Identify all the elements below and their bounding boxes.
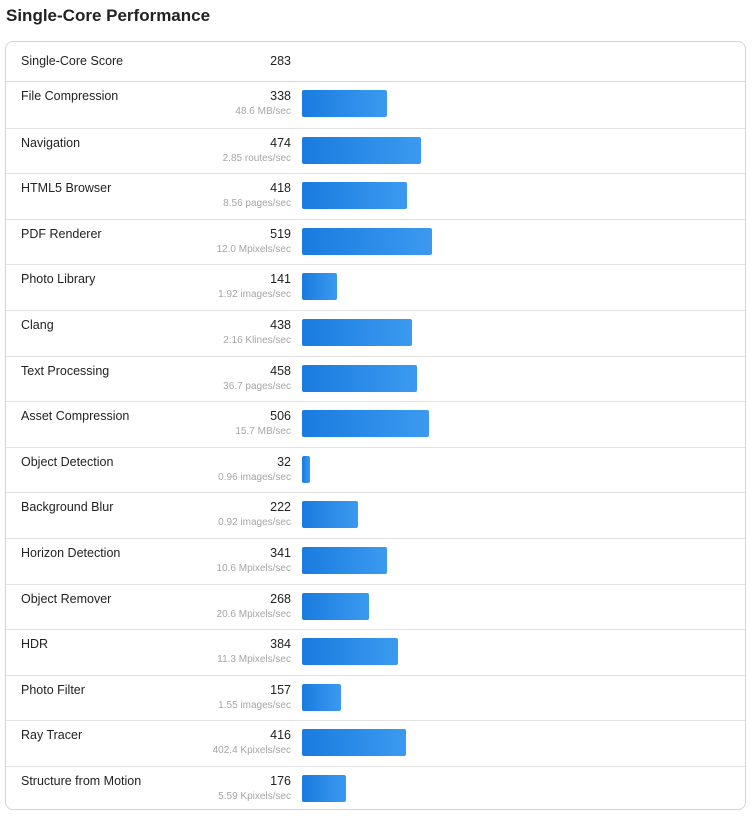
benchmark-score: 416: [270, 728, 291, 743]
benchmark-name: Object Detection: [21, 454, 114, 469]
benchmark-score: 222: [270, 500, 291, 515]
benchmark-name: File Compression: [21, 89, 119, 103]
benchmark-row: Asset Compression 506 15.7 MB/sec: [6, 401, 745, 447]
benchmark-score: 268: [270, 591, 291, 606]
score-bar: [302, 774, 346, 802]
benchmark-rate: 1.55 images/sec: [218, 699, 291, 711]
benchmark-row: HDR 384 11.3 Mpixels/sec: [6, 629, 745, 675]
benchmark-row: PDF Renderer 519 12.0 Mpixels/sec: [6, 218, 745, 265]
benchmark-rate: 1.92 images/sec: [218, 289, 291, 301]
benchmark-score: 384: [270, 637, 291, 652]
score-bar: [302, 410, 429, 438]
benchmark-row: Background Blur 222 0.92 images/sec: [6, 492, 745, 538]
benchmark-score: 438: [270, 317, 291, 332]
benchmark-row: Ray Tracer 416 402.4 Kpixels/sec: [6, 720, 745, 766]
benchmark-score: 506: [270, 409, 291, 424]
benchmark-score: 141: [270, 272, 291, 287]
benchmark-name: HDR: [21, 637, 49, 652]
summary-label: Single-Core Score: [21, 54, 124, 68]
benchmark-list: File Compression 338 48.6 MB/sec Navigation…: [6, 82, 745, 809]
benchmark-name: Ray Tracer: [21, 728, 83, 743]
score-bar: [302, 318, 412, 346]
benchmark-rate: 2.16 Klines/sec: [223, 334, 291, 346]
benchmark-row: Horizon Detection 341 10.6 Mpixels/sec: [6, 537, 745, 584]
score-bar: [302, 638, 398, 666]
benchmark-rate: 8.56 pages/sec: [223, 198, 291, 210]
benchmark-row: Object Remover 268 20.6 Mpixels/sec: [6, 583, 745, 630]
benchmark-name: PDF Renderer: [21, 226, 102, 241]
benchmark-score: 474: [270, 135, 291, 150]
benchmark-rate: 2.85 routes/sec: [222, 152, 291, 164]
benchmark-rate: 5.59 Kpixels/sec: [218, 790, 291, 802]
results-table: Single-Core Score 283 File Compression 33…: [5, 41, 746, 810]
benchmark-rate: 0.92 images/sec: [218, 517, 291, 529]
benchmark-name: Structure from Motion: [21, 773, 142, 788]
benchmark-rate: 0.96 images/sec: [218, 471, 291, 483]
benchmark-score: 458: [270, 363, 291, 378]
benchmark-rate: 11.3 Mpixels/sec: [217, 654, 291, 666]
score-bar: [302, 683, 341, 711]
benchmark-score: 418: [270, 181, 291, 196]
benchmark-name: Photo Library: [21, 272, 96, 287]
benchmark-name: Background Blur: [21, 500, 114, 515]
benchmark-rate: 48.6 MB/sec: [235, 106, 291, 117]
score-bar: [302, 273, 337, 301]
benchmark-score: 519: [270, 226, 291, 241]
summary-row: Single-Core Score 283: [6, 42, 745, 82]
benchmark-row: Clang 438 2.16 Klines/sec: [6, 309, 745, 356]
benchmark-score: 338: [270, 89, 291, 103]
benchmark-row: Navigation 474 2.85 routes/sec: [6, 127, 745, 174]
benchmark-row: Photo Library 141 1.92 images/sec: [6, 264, 745, 310]
benchmark-rate: 402.4 Kpixels/sec: [212, 745, 291, 757]
score-bar: [302, 592, 369, 620]
benchmark-rate: 36.7 pages/sec: [223, 380, 291, 392]
benchmark-name: Text Processing: [21, 363, 110, 378]
benchmark-score: 176: [270, 773, 291, 788]
benchmark-score: 32: [277, 454, 291, 469]
benchmark-name: Photo Filter: [21, 682, 85, 697]
score-bar: [302, 455, 310, 483]
score-bar: [302, 136, 421, 164]
page-title: Single-Core Performance: [6, 6, 211, 25]
score-bar: [302, 182, 407, 210]
benchmark-rate: 10.6 Mpixels/sec: [216, 562, 291, 574]
score-bar: [302, 546, 387, 574]
benchmark-row: HTML5 Browser 418 8.56 pages/sec: [6, 173, 745, 219]
benchmark-row: File Compression 338 48.6 MB/sec: [6, 82, 745, 128]
benchmark-name: Navigation: [21, 135, 81, 150]
benchmark-score: 341: [270, 545, 291, 560]
benchmark-rate: 20.6 Mpixels/sec: [216, 608, 291, 620]
benchmark-name: Horizon Detection: [21, 545, 121, 560]
score-bar: [302, 501, 358, 529]
benchmark-rate: 15.7 MB/sec: [235, 426, 291, 438]
benchmark-name: Asset Compression: [21, 409, 130, 424]
score-bar: [302, 227, 432, 255]
benchmark-row: Structure from Motion 176 5.59 Kpixels/sec: [6, 765, 745, 809]
benchmark-score: 157: [270, 682, 291, 697]
benchmark-row: Photo Filter 157 1.55 images/sec: [6, 674, 745, 721]
score-bar: [302, 364, 417, 392]
benchmark-row: Text Processing 458 36.7 pages/sec: [6, 355, 745, 402]
benchmark-name: Object Remover: [21, 591, 112, 606]
score-bar: [302, 729, 406, 757]
score-bar: [302, 90, 387, 117]
benchmark-rate: 12.0 Mpixels/sec: [216, 243, 291, 255]
summary-score: 283: [270, 54, 291, 68]
benchmark-name: Clang: [21, 317, 54, 332]
benchmark-row: Object Detection 32 0.96 images/sec: [6, 446, 745, 493]
benchmark-name: HTML5 Browser: [21, 181, 112, 196]
